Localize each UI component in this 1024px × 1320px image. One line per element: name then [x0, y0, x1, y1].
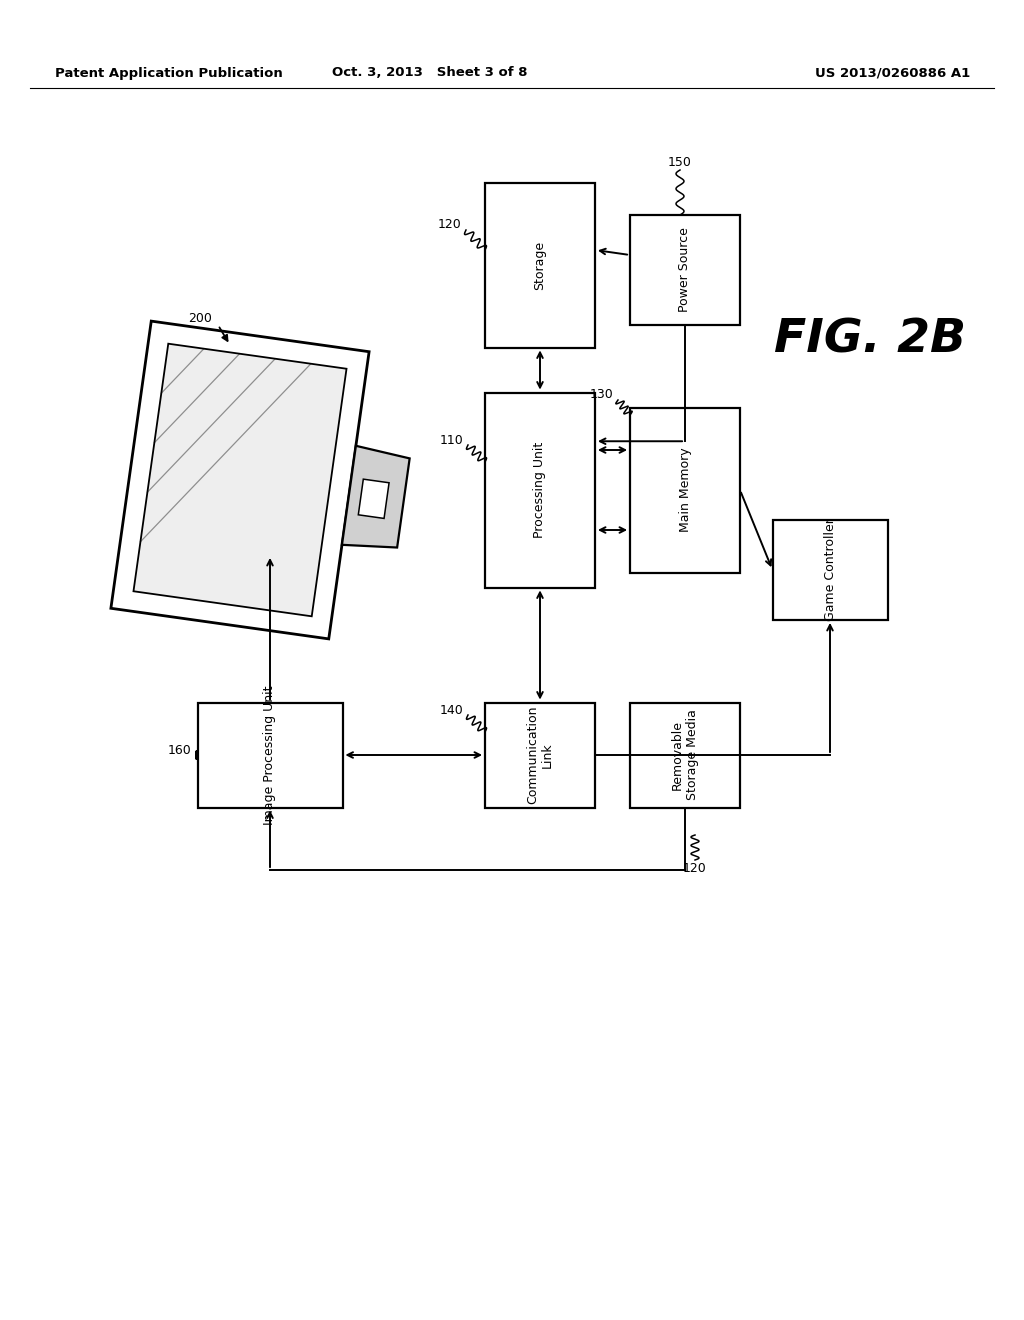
Polygon shape: [358, 479, 389, 519]
Text: Image Processing Unit: Image Processing Unit: [263, 685, 276, 825]
Bar: [630, 215, 740, 325]
Text: Communication
Link: Communication Link: [526, 706, 554, 804]
Bar: [772, 520, 888, 620]
Text: 160: 160: [168, 743, 191, 756]
Bar: [198, 702, 342, 808]
Text: Removable
Storage Media: Removable Storage Media: [671, 710, 699, 800]
Bar: [485, 702, 595, 808]
Text: Main Memory: Main Memory: [679, 447, 691, 532]
Text: Power Source: Power Source: [679, 227, 691, 313]
Text: 130: 130: [590, 388, 613, 401]
Text: FIG. 2B: FIG. 2B: [774, 318, 966, 363]
Bar: [630, 408, 740, 573]
Polygon shape: [342, 446, 410, 548]
Text: Patent Application Publication: Patent Application Publication: [55, 66, 283, 79]
Text: US 2013/0260886 A1: US 2013/0260886 A1: [815, 66, 970, 79]
Text: 200: 200: [188, 312, 212, 325]
Text: Storage: Storage: [534, 240, 547, 289]
Text: Oct. 3, 2013   Sheet 3 of 8: Oct. 3, 2013 Sheet 3 of 8: [332, 66, 527, 79]
Text: 140: 140: [440, 704, 464, 717]
Polygon shape: [133, 343, 346, 616]
Text: Processing Unit: Processing Unit: [534, 442, 547, 539]
Polygon shape: [111, 321, 369, 639]
Text: 120: 120: [438, 219, 462, 231]
Text: Game Controller: Game Controller: [823, 519, 837, 622]
Bar: [485, 182, 595, 347]
Text: 150: 150: [668, 156, 692, 169]
Bar: [485, 392, 595, 587]
Text: 110: 110: [440, 433, 464, 446]
Text: 120: 120: [683, 862, 707, 874]
Bar: [630, 702, 740, 808]
